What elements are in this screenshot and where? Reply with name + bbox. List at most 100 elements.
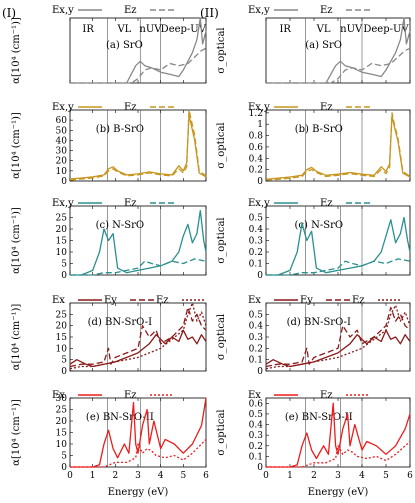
y-tick-label: 5 — [61, 452, 67, 462]
plot-frame — [69, 302, 207, 372]
x-tick-label: 3 — [135, 471, 141, 481]
plot-frame — [265, 205, 411, 276]
series-line — [266, 17, 411, 84]
panel-label: (d) BN-SrO-I — [287, 317, 351, 328]
panel-label: (e) BN-SrO-II — [86, 412, 154, 423]
panel-label: (c) N-SrO — [295, 220, 344, 231]
legend-label: Ex,y — [248, 5, 270, 16]
y-tick-label: 0.3 — [249, 237, 264, 247]
legend-label: Ez — [124, 102, 137, 113]
legend-label: Ey — [300, 295, 313, 306]
y-tick-label: 0 — [61, 367, 67, 377]
x-tick-label: 2 — [112, 471, 118, 481]
x-tick-label: 2 — [311, 471, 317, 481]
series-line — [70, 47, 207, 84]
series-line — [69, 114, 207, 180]
y-tick-label: 0 — [61, 271, 67, 281]
panel-label: (b) B-SrO — [295, 124, 343, 135]
series-line — [70, 397, 207, 468]
y-tick-label: 10 — [56, 440, 68, 450]
y-axis-label: σ_optical — [216, 27, 227, 73]
y-tick-label: 30 — [56, 147, 68, 157]
legend-label: Ez — [352, 295, 365, 306]
y-tick-label: 5 — [61, 260, 67, 270]
column-label: (I) — [2, 6, 16, 20]
y-tick-label: 40 — [56, 136, 68, 146]
legend-label: Ez — [320, 5, 333, 16]
y-tick-label: 0.4 — [249, 322, 264, 332]
series-line — [265, 304, 411, 370]
y-tick-label: 0.6 — [249, 143, 264, 153]
x-tick-label: 1 — [287, 471, 293, 481]
y-tick-label: 0.8 — [249, 132, 264, 142]
x-tick-label: 4 — [359, 471, 365, 481]
series-line — [70, 17, 207, 84]
x-tick-label: 5 — [180, 471, 186, 481]
y-tick-label: 15 — [56, 237, 68, 247]
y-tick-label: 50 — [56, 126, 68, 136]
x-tick-label: 1 — [90, 471, 96, 481]
region-label: VL — [316, 24, 331, 35]
y-tick-label: 25 — [56, 310, 68, 320]
y-axis-label: σ_optical — [216, 409, 227, 455]
series-line — [70, 209, 207, 276]
region-label: nUV — [139, 24, 162, 35]
legend-label: Ez — [124, 390, 137, 401]
legend-label: Ex,y — [52, 198, 74, 209]
plot-frame — [69, 109, 207, 182]
legend-label: Ez — [320, 198, 333, 209]
series-line — [265, 306, 411, 368]
plot-frame — [265, 109, 411, 182]
column-label: (II) — [200, 6, 219, 20]
series-line — [70, 258, 207, 276]
region-label: IR — [82, 24, 94, 35]
x-tick-label: 6 — [407, 471, 413, 481]
y-tick-label: 0.4 — [249, 225, 264, 235]
y-tick-label: 15 — [56, 429, 68, 439]
x-tick-label: 5 — [383, 471, 389, 481]
legend-label: Ez — [156, 295, 169, 306]
y-tick-label: 0.1 — [249, 356, 263, 366]
legend-label: Ex — [248, 390, 261, 401]
plot-frame — [265, 397, 411, 468]
y-tick-label: 0.2 — [249, 166, 263, 176]
legend-label: Ex,y — [52, 5, 74, 16]
y-tick-label: 20 — [56, 417, 68, 427]
legend-label: Ex,y — [248, 102, 270, 113]
y-tick-label: 10 — [56, 344, 68, 354]
legend-label: Ez — [320, 102, 333, 113]
y-tick-label: 5 — [61, 356, 67, 366]
y-axis-label: α[10⁴ (cm⁻¹)] — [11, 207, 22, 274]
series-line — [69, 109, 207, 181]
region-label: VL — [116, 24, 131, 35]
y-tick-label: 0.6 — [249, 399, 264, 409]
region-label: nUV — [340, 24, 363, 35]
region-label: IR — [279, 24, 291, 35]
series-line — [69, 306, 207, 368]
x-axis-label: Energy (eV) — [108, 487, 169, 498]
region-label: Deep-UV — [363, 24, 409, 35]
legend-label: Ez — [124, 198, 137, 209]
legend-label: Ex,y — [248, 198, 270, 209]
plot-frame — [69, 205, 207, 276]
series-line — [266, 258, 411, 276]
legend-label: Ex,y — [52, 102, 74, 113]
y-axis-label: σ_optical — [216, 217, 227, 263]
y-tick-label: 0 — [257, 367, 263, 377]
y-tick-label: 20 — [56, 157, 68, 167]
y-axis-label: σ_optical — [216, 314, 227, 360]
x-tick-label: 6 — [203, 471, 209, 481]
y-tick-label: 1 — [257, 120, 263, 130]
y-tick-label: 25 — [56, 406, 68, 416]
y-tick-label: 0 — [61, 463, 67, 473]
legend-label: Ey — [104, 295, 117, 306]
x-tick-label: 0 — [263, 471, 269, 481]
y-tick-label: 0.2 — [249, 442, 263, 452]
x-tick-label: 4 — [158, 471, 164, 481]
panel-label: (b) B-SrO — [96, 124, 144, 135]
region-label: Deep-UV — [161, 24, 207, 35]
legend-label: Ez — [124, 5, 137, 16]
series-line — [266, 441, 411, 468]
